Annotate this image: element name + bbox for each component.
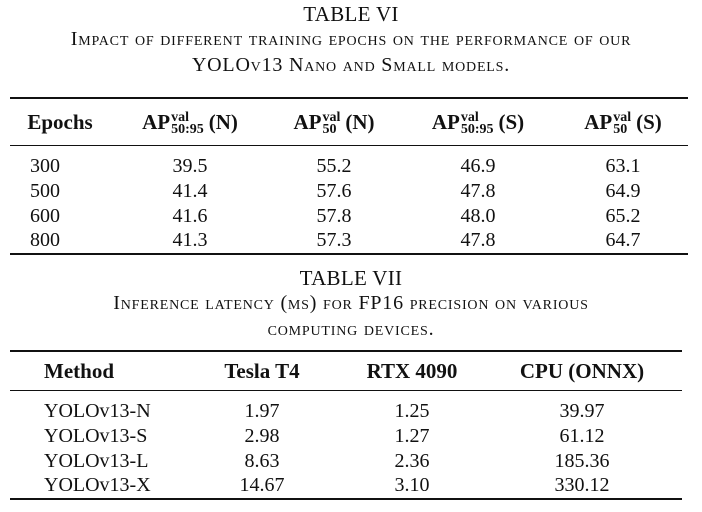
cell: 41.4 [172,179,208,202]
cell: 46.9 [460,155,496,177]
table-vi-label: TABLE VI [303,2,399,26]
cell: 47.8 [460,229,496,252]
cell: 3.10 [394,474,430,497]
cell: 300 [30,155,60,177]
cell: 61.12 [559,424,605,447]
cell: YOLOv13-S [44,424,148,447]
cell: 47.8 [460,179,496,202]
cell: 63.1 [605,155,641,177]
header-cpu-onnx: CPU (ONNX) [519,358,645,383]
cell: 500 [30,179,60,202]
table-vii-caption-line2: computing devices. [267,318,435,340]
table-row: YOLOv13-X 14.67 3.10 330.12 [10,473,682,500]
cell: 39.97 [559,400,605,422]
cell: 1.97 [244,400,280,422]
table-vi-block: TABLE VI Impact of different training ep… [0,0,702,78]
cell: 57.3 [316,229,352,252]
cell: 64.9 [605,179,641,202]
table-row: 500 41.4 57.6 47.8 64.9 [10,179,688,204]
header-ap-50-s: AP val 50 (S) [584,109,662,137]
cell: 57.8 [316,204,352,227]
header-ap-5095-n: AP val 50:95 (N) [142,109,238,137]
cell: 55.2 [316,155,352,177]
cell: YOLOv13-X [44,474,151,497]
table-vii: Method Tesla T4 RTX 4090 CPU (ONNX) YOLO… [10,350,682,500]
cell: 1.25 [394,400,430,422]
cell: 57.6 [316,179,352,202]
table-row: YOLOv13-L 8.63 2.36 185.36 [10,449,682,474]
cell: 65.2 [605,204,641,227]
cell: 2.36 [394,449,430,472]
cell: 800 [30,229,60,252]
header-ap-5095-s: AP val 50:95 (S) [431,109,525,137]
cell: 330.12 [554,474,610,497]
table-vi-header-row: Epochs AP val 50:95 (N) AP val 50 (N) AP val 50:… [10,98,688,146]
cell: 600 [30,204,60,227]
header-ap-50-n: AP val 50 (N) [293,109,375,137]
table-row: YOLOv13-S 2.98 1.27 61.12 [10,424,682,449]
spacer [10,391,682,400]
table-row: YOLOv13-N 1.97 1.25 39.97 [10,399,682,424]
header-tesla-t4: Tesla T4 [224,358,300,383]
cell: 1.27 [394,424,430,447]
cell: 2.98 [244,424,280,447]
cell: 14.67 [239,474,285,497]
cell: 41.3 [172,229,208,252]
table-vi-caption-line2: YOLOv13 Nano and Small models. [191,54,511,76]
header-rtx-4090: RTX 4090 [366,358,458,383]
table-vii-caption-line1: Inference latency (ms) for FP16 precisio… [113,292,589,314]
spacer [10,146,688,155]
table-vii-header-row: Method Tesla T4 RTX 4090 CPU (ONNX) [10,351,682,391]
cell: YOLOv13-L [44,449,149,472]
cell: 48.0 [460,204,496,227]
table-row: 300 39.5 55.2 46.9 63.1 [10,154,688,179]
cell: 64.7 [605,229,641,252]
cell: 185.36 [554,449,610,472]
cell: YOLOv13-N [44,400,151,422]
table-vii-label: TABLE VII [299,266,403,290]
header-method: Method [44,358,114,383]
table-vii-block: TABLE VII Inference latency (ms) for FP1… [0,266,702,342]
cell: 41.6 [172,204,208,227]
header-epochs: Epochs [27,109,93,134]
cell: 39.5 [172,155,208,177]
table-row: 600 41.6 57.8 48.0 65.2 [10,204,688,229]
table-vi: Epochs AP val 50:95 (N) AP val 50 (N) AP val 50:… [10,97,688,255]
table-row: 800 41.3 57.3 47.8 64.7 [10,228,688,255]
table-vi-caption-line1: Impact of different training epochs on t… [70,28,632,50]
cell: 8.63 [244,449,280,472]
